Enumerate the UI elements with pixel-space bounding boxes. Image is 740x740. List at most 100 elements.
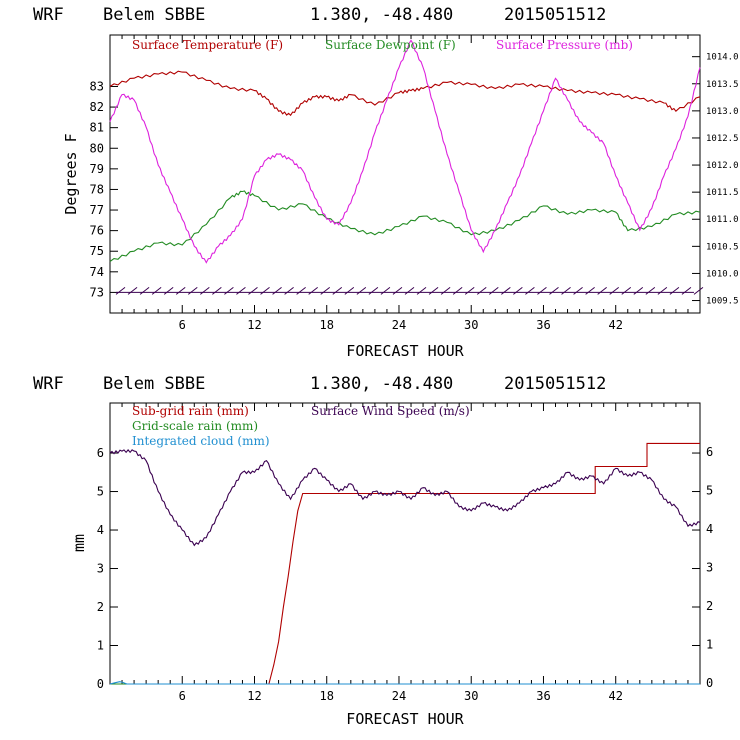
wind-barb bbox=[332, 287, 343, 295]
panel1-wind-barbs bbox=[115, 287, 704, 295]
wind-barb bbox=[525, 287, 535, 295]
wind-barb bbox=[224, 287, 234, 295]
x-tick-label: 30 bbox=[464, 689, 478, 703]
y2-tick-label: 1013.0 bbox=[706, 107, 739, 117]
y-tick-label: 74 bbox=[90, 265, 104, 279]
wind-barb bbox=[645, 287, 656, 295]
y-tick-label: 78 bbox=[90, 182, 104, 196]
wind-barb bbox=[513, 287, 523, 295]
wind-barb bbox=[404, 287, 415, 295]
wind-barb bbox=[127, 287, 138, 295]
y2-tick-label: 5 bbox=[706, 484, 713, 498]
wind-barb bbox=[236, 287, 246, 295]
wind-barb bbox=[175, 287, 186, 295]
y-tick-label: 73 bbox=[90, 285, 104, 299]
panel2-header: WRF Belem SBBE 1.380, -48.480 2015051512 bbox=[33, 374, 606, 394]
wind-barb bbox=[501, 287, 511, 295]
wind-barb bbox=[657, 287, 668, 295]
wind-barb bbox=[356, 287, 367, 295]
panel2-coords-label: 1.380, -48.480 bbox=[310, 374, 453, 394]
wind-barb bbox=[368, 287, 379, 295]
wind-barb bbox=[308, 287, 318, 295]
series-line-surface-wind-speed-m-s bbox=[109, 449, 701, 547]
wind-barb bbox=[163, 287, 174, 295]
x-tick-label: 42 bbox=[608, 318, 622, 332]
wind-barb bbox=[272, 287, 282, 295]
panel1-series bbox=[109, 39, 701, 264]
y2-tick-label: 1010.0 bbox=[706, 269, 739, 279]
y2-tick-label: 1011.0 bbox=[706, 215, 739, 225]
wind-barb bbox=[476, 287, 487, 295]
series-line-surface-temperature-f bbox=[109, 70, 701, 117]
y-tick-label: 76 bbox=[90, 224, 104, 238]
y-tick-label: 83 bbox=[90, 79, 104, 93]
wind-barb bbox=[115, 287, 126, 295]
wind-barb bbox=[296, 287, 306, 295]
y-tick-label: 81 bbox=[90, 121, 104, 135]
panel1-y-axis-label: Degrees F bbox=[62, 133, 80, 214]
legend-sub-grid-rain: Sub-grid rain (mm) bbox=[132, 404, 249, 418]
legend-grid-scale-rain: Grid-scale rain (mm) bbox=[132, 419, 258, 433]
y2-tick-label: 1012.5 bbox=[706, 134, 739, 144]
y2-tick-label: 2 bbox=[706, 599, 713, 613]
x-tick-label: 12 bbox=[247, 689, 261, 703]
y-tick-label: 4 bbox=[97, 523, 104, 537]
legend-surface-dewpoint: Surface Dewpoint (F) bbox=[325, 38, 456, 52]
wind-barb bbox=[621, 287, 632, 295]
wind-barb bbox=[549, 287, 559, 295]
wind-barb bbox=[344, 287, 355, 295]
x-tick-label: 18 bbox=[320, 318, 334, 332]
wind-barb bbox=[537, 287, 547, 295]
wind-barb bbox=[440, 287, 451, 295]
y2-tick-label: 1010.5 bbox=[706, 242, 739, 252]
y2-tick-label: 1014.0 bbox=[706, 53, 739, 63]
wind-barb bbox=[416, 287, 427, 295]
wind-barb bbox=[585, 287, 595, 295]
y-tick-label: 80 bbox=[90, 141, 104, 155]
y-tick-label: 0 bbox=[97, 677, 104, 691]
y-tick-label: 1 bbox=[97, 639, 104, 653]
y2-tick-label: 3 bbox=[706, 561, 713, 575]
series-line-surface-pressure-mb bbox=[109, 39, 701, 264]
y-tick-label: 6 bbox=[97, 446, 104, 460]
wind-barb bbox=[428, 287, 439, 295]
x-tick-label: 42 bbox=[608, 689, 622, 703]
x-tick-label: 24 bbox=[392, 318, 406, 332]
series-line-sub-grid-rain-mm bbox=[110, 442, 700, 685]
wind-barb bbox=[633, 287, 644, 295]
wind-barb bbox=[464, 287, 475, 295]
y-tick-label: 2 bbox=[97, 600, 104, 614]
panel1-station-label: Belem SBBE bbox=[103, 5, 205, 25]
panel2-model-label: WRF bbox=[33, 374, 64, 394]
wind-barb bbox=[392, 287, 403, 295]
wind-barb bbox=[199, 287, 210, 295]
panel1-header: WRF Belem SBBE 1.380, -48.480 2015051512 bbox=[33, 5, 606, 25]
y2-tick-label: 0 bbox=[706, 676, 713, 690]
wind-barb bbox=[320, 287, 331, 295]
y2-tick-label: 1 bbox=[706, 638, 713, 652]
y2-tick-label: 1012.0 bbox=[706, 161, 739, 171]
panel1-legend: Surface Temperature (F) Surface Dewpoint… bbox=[132, 38, 633, 52]
x-tick-label: 24 bbox=[392, 689, 406, 703]
panel2-series bbox=[109, 442, 701, 685]
wind-barb bbox=[187, 287, 198, 295]
wind-barb bbox=[693, 287, 704, 295]
panel2-y-axis-label: mm bbox=[70, 534, 88, 552]
panel1-model-label: WRF bbox=[33, 5, 64, 25]
x-tick-label: 18 bbox=[320, 689, 334, 703]
panel1-ticks: 6 12 18 24 30 36 42 73 74 75 76 77 78 79 80 81 82 83 1009.… bbox=[90, 35, 739, 332]
y2-tick-label: 1013.5 bbox=[706, 80, 739, 90]
y-tick-label: 5 bbox=[97, 485, 104, 499]
wind-barb bbox=[561, 287, 571, 295]
wind-barb bbox=[452, 287, 463, 295]
wind-barb bbox=[597, 287, 607, 295]
y-tick-label: 79 bbox=[90, 162, 104, 176]
wind-barb bbox=[488, 287, 499, 295]
series-line-integrated-cloud-mm bbox=[109, 681, 700, 685]
legend-surface-pressure: Surface Pressure (mb) bbox=[496, 38, 633, 52]
panel2-x-axis-label: FORECAST HOUR bbox=[346, 710, 464, 728]
y-tick-label: 3 bbox=[97, 562, 104, 576]
